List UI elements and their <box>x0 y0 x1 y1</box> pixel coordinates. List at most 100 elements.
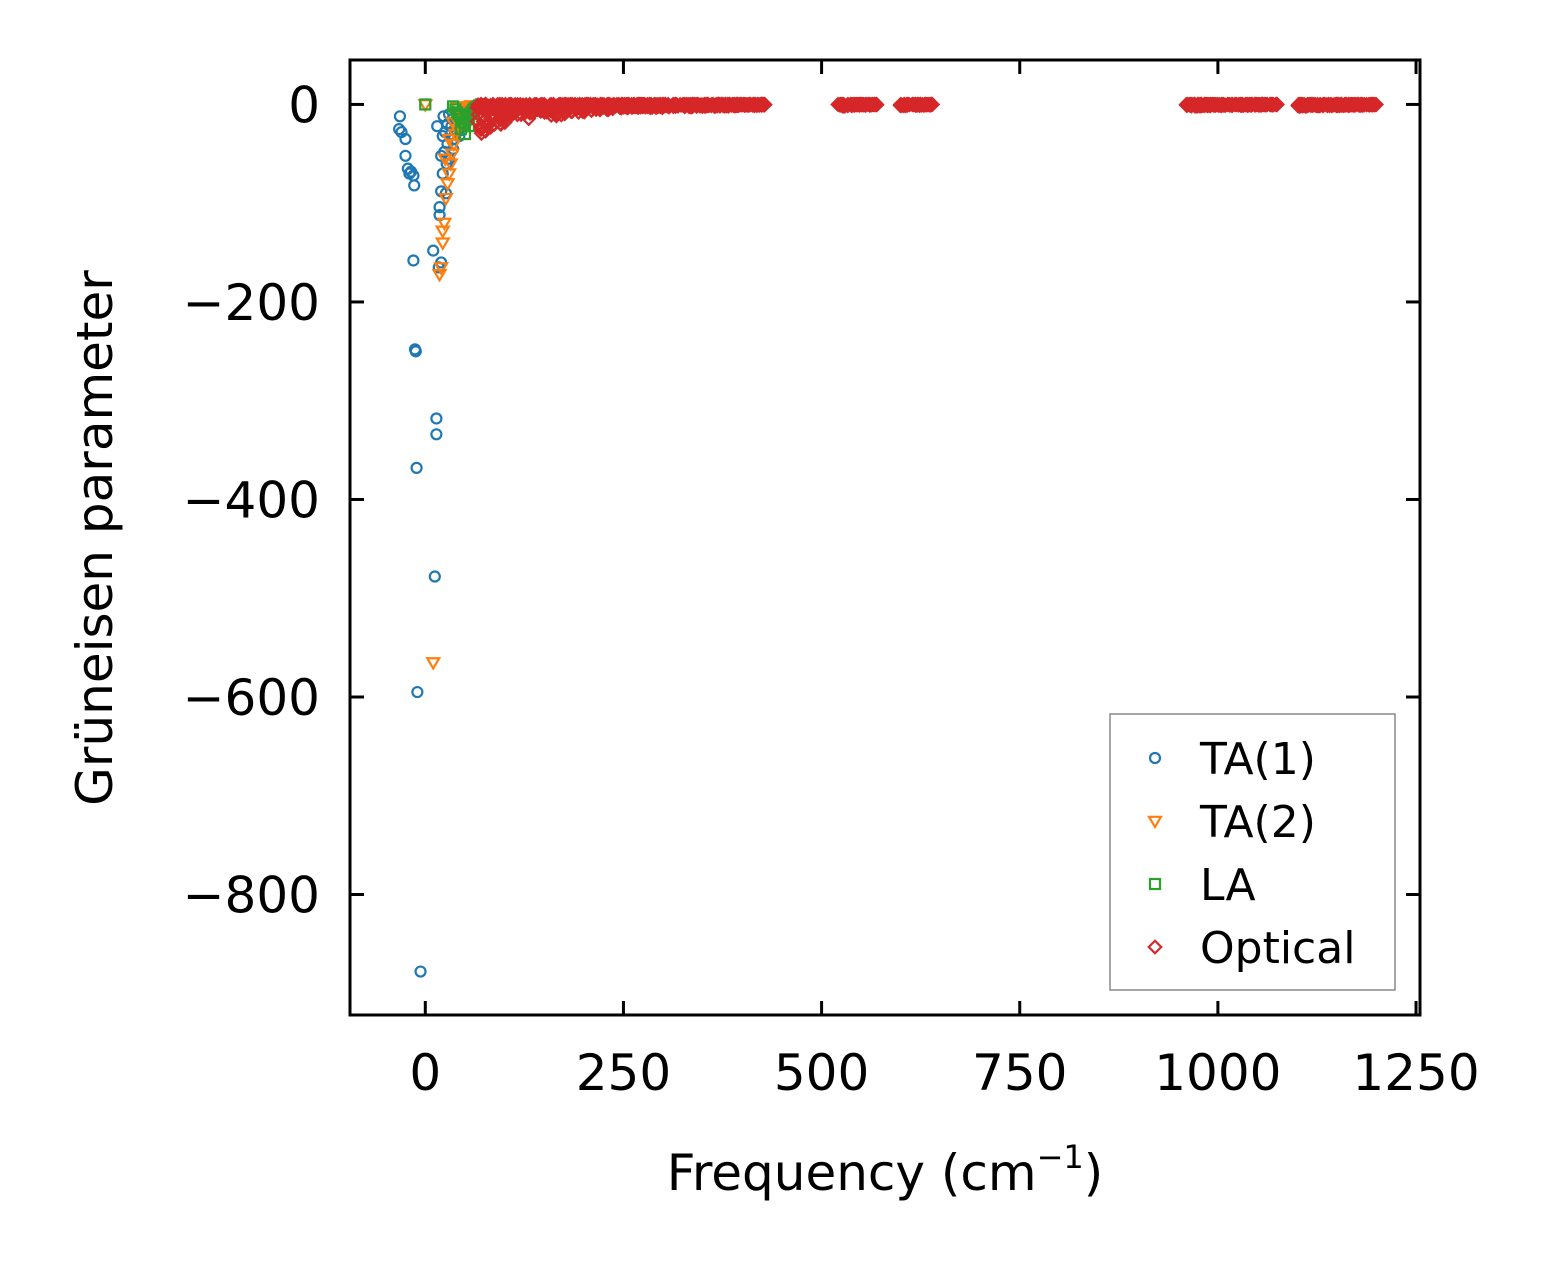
point-Optical-3-75 <box>855 96 871 113</box>
point-Optical-1-191 <box>583 102 600 119</box>
point-Optical-4-64 <box>899 97 915 114</box>
point-Optical-6-147 <box>1328 97 1345 113</box>
point-TA(2)-10 <box>442 158 459 172</box>
x-tick-label-750: 750 <box>972 1044 1067 1102</box>
point-Optical-0-99 <box>503 96 520 113</box>
x-tick-label-0: 0 <box>409 1044 441 1102</box>
y-tick-label--800: −800 <box>183 867 320 925</box>
point-TA(1)-16 <box>427 244 440 257</box>
legend-label-Optical: Optical <box>1200 923 1355 974</box>
point-Optical-4-60 <box>910 96 926 113</box>
point-Optical-5-183 <box>1184 97 1200 113</box>
point-Optical-2-277 <box>732 96 748 113</box>
point-TA(2)-6 <box>436 217 453 232</box>
point-TA(2)-4 <box>434 237 451 251</box>
point-Optical-5-177 <box>1227 96 1244 113</box>
point-Optical-5-178 <box>1244 96 1261 113</box>
x-tick-label-1000: 1000 <box>1154 1044 1281 1102</box>
point-TA(1)-10 <box>407 254 420 267</box>
x-tick-label-500: 500 <box>774 1044 869 1102</box>
y-tick-label-0: 0 <box>288 76 320 134</box>
x-axis-label: Frequency (cm−1) <box>667 1138 1104 1202</box>
point-Optical-0-101 <box>485 96 501 113</box>
y-tick-label--200: −200 <box>183 274 320 332</box>
x-axis-label-close: ) <box>1084 1144 1104 1202</box>
point-Optical-5-180 <box>1241 96 1258 113</box>
axis-ticks: 0 250 500 750 1000 1250 0 −200 −400 −600 −800 <box>183 60 1480 1102</box>
point-Optical-5-154 <box>1190 96 1206 113</box>
point-Optical-2-269 <box>696 96 713 113</box>
point-TA(1)-19 <box>430 428 443 441</box>
point-Optical-6-152 <box>1363 96 1380 113</box>
point-Optical-2-263 <box>658 97 674 114</box>
point-Optical-3-73 <box>853 96 869 113</box>
legend-marker-TA(1) <box>1148 751 1162 765</box>
y-tick-label--400: −400 <box>183 471 320 529</box>
point-LA-0 <box>419 98 432 111</box>
point-TA(1)-0 <box>393 110 407 123</box>
point-Optical-0-103 <box>470 100 487 117</box>
point-Optical-4-66 <box>892 97 909 113</box>
point-Optical-0-97 <box>493 116 509 133</box>
series-TA(2) <box>417 99 481 671</box>
point-TA(2)-7 <box>437 192 454 207</box>
point-TA(2)-8 <box>439 178 456 192</box>
point-Optical-4-63 <box>921 97 938 113</box>
point-Optical-6-151 <box>1333 96 1350 113</box>
point-Optical-3-79 <box>857 97 874 114</box>
data-points <box>393 96 1385 978</box>
point-Optical-2-261 <box>667 96 684 113</box>
y-axis-label: Grüneisen parameter <box>66 270 124 806</box>
x-tick-label-1250: 1250 <box>1352 1044 1479 1102</box>
point-TA(1)-13 <box>410 461 423 474</box>
point-Optical-0-89 <box>501 107 518 123</box>
x-axis-label-superscript: −1 <box>1037 1138 1084 1176</box>
legend-label-TA(1): TA(1) <box>1199 734 1316 785</box>
legend: TA(1) TA(2) LA Optical <box>1109 713 1396 991</box>
point-Optical-2-281 <box>615 99 632 115</box>
point-Optical-2-283 <box>726 96 743 113</box>
legend-items: TA(1) TA(2) LA Optical <box>1147 734 1355 974</box>
point-Optical-2-286 <box>698 96 715 113</box>
point-Optical-3-78 <box>834 98 851 114</box>
point-TA(2)-28 <box>437 153 454 167</box>
point-Optical-6-153 <box>1298 98 1314 114</box>
point-Optical-5-182 <box>1246 96 1263 113</box>
point-TA(1)-14 <box>411 685 424 699</box>
legend-label-LA: LA <box>1200 860 1256 911</box>
point-Optical-1-173 <box>558 98 575 115</box>
point-Optical-1-187 <box>529 101 546 118</box>
point-Optical-6-154 <box>1330 96 1347 113</box>
point-Optical-2-285 <box>745 96 762 113</box>
x-axis-label-text: Frequency (cm <box>667 1144 1037 1202</box>
point-Optical-2-278 <box>626 98 642 115</box>
legend-marker-LA <box>1148 877 1162 891</box>
point-Optical-1-182 <box>575 101 591 117</box>
legend-marker-TA(2) <box>1147 815 1163 830</box>
series-Optical <box>469 96 1385 142</box>
legend-marker-Optical <box>1147 939 1163 955</box>
point-Optical-5-181 <box>1224 96 1241 113</box>
legend-label-TA(2): TA(2) <box>1199 797 1316 848</box>
point-Optical-5-168 <box>1179 96 1196 113</box>
point-TA(1)-18 <box>430 412 443 425</box>
point-Optical-2-287 <box>686 96 703 113</box>
point-TA(1)-4 <box>399 149 412 162</box>
point-Optical-6-138 <box>1303 96 1320 113</box>
series-TA(1) <box>393 108 470 978</box>
point-TA(1)-17 <box>428 570 441 583</box>
point-Optical-6-159 <box>1290 96 1307 113</box>
point-Optical-0-81 <box>475 119 491 135</box>
point-Optical-0-74 <box>472 119 489 135</box>
point-TA(1)-9 <box>408 179 421 192</box>
point-TA(1)-15 <box>414 965 427 978</box>
point-Optical-3-69 <box>868 96 885 113</box>
point-TA(2)-1 <box>425 657 442 671</box>
point-Optical-5-165 <box>1212 97 1229 113</box>
point-Optical-4-65 <box>896 97 913 113</box>
point-TA(2)-12 <box>445 138 462 153</box>
point-TA(1)-3 <box>399 132 412 146</box>
point-Optical-5-169 <box>1268 96 1285 113</box>
